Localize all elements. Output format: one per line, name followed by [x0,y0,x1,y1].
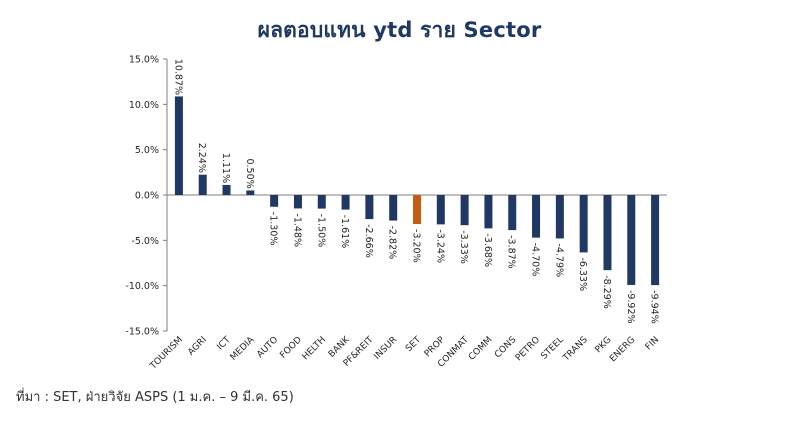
bar-media [246,190,255,195]
category-label: HELTH [301,335,328,362]
y-tick-label: 15.0% [129,55,159,66]
data-label: -8.29% [601,275,612,309]
category-label: TOURISM [148,335,185,372]
bar-pf-reit [365,195,374,220]
data-label: -9.92% [625,290,636,324]
bar-steel [555,195,564,239]
data-label: -2.82% [387,226,398,260]
data-label: -1.50% [315,214,326,248]
category-label: ICT [215,335,233,353]
category-label: MEDIA [229,334,257,362]
category-label: ENERG [608,335,637,364]
bar-cons [508,195,517,231]
bar-fin [651,195,660,286]
category-label: COMM [467,335,495,363]
y-tick-label: -10.0% [125,281,159,292]
data-label: 2.24% [196,143,207,173]
bar-trans [579,195,588,253]
data-label: -4.70% [530,243,541,277]
bar-pkg [603,195,612,271]
bar-comm [484,195,493,229]
y-tick-label: 10.0% [129,100,159,111]
chart-title: ผลตอบแทน ytd ราย Sector [257,18,542,42]
category-label: FIN [644,335,661,352]
bar-agri [198,174,207,195]
data-label: -6.33% [577,257,588,291]
bar-conmat [460,195,469,226]
bar-bank [341,195,350,210]
category-label: INSUR [372,335,399,362]
data-label: -4.79% [553,243,564,277]
category-label: TRANS [561,335,590,364]
bar-prop [436,195,445,225]
bar-ict [222,184,231,195]
category-label: AGRI [186,335,209,358]
y-tick-label: -5.0% [131,236,159,247]
data-label: -1.61% [339,215,350,249]
category-label: AUTO [255,335,280,360]
data-label: -9.94% [649,290,660,324]
data-label: 0.50% [244,158,255,188]
category-label: PKG [594,335,614,355]
bar-tourism [174,96,183,195]
bar-food [293,195,302,209]
bar-helth [317,195,326,209]
data-label: -3.87% [506,235,517,269]
bar-auto [270,195,279,207]
category-label: FOOD [278,335,304,361]
y-tick-label: -15.0% [125,327,159,338]
y-tick-label: 5.0% [135,145,159,156]
y-tick-label: 0.0% [135,191,159,202]
category-label: SET [404,335,423,354]
data-label: -2.66% [363,224,374,258]
bar-insur [389,195,398,221]
data-label: -3.20% [411,229,422,263]
data-label: -3.24% [434,229,445,263]
data-label: -1.48% [291,213,302,247]
data-label: -1.30% [268,212,279,246]
data-label: 1.11% [220,153,231,183]
data-label: 10.87% [172,59,183,95]
bar-set [413,195,421,225]
data-label: -3.33% [458,230,469,264]
source-note: ที่มา : SET, ฝ่ายวิจัย ASPS (1 ม.ค. – 9 … [16,390,294,405]
bar-petro [532,195,541,238]
data-label: -3.68% [482,233,493,267]
bar-energ [627,195,636,285]
category-label: PETRO [514,335,542,363]
